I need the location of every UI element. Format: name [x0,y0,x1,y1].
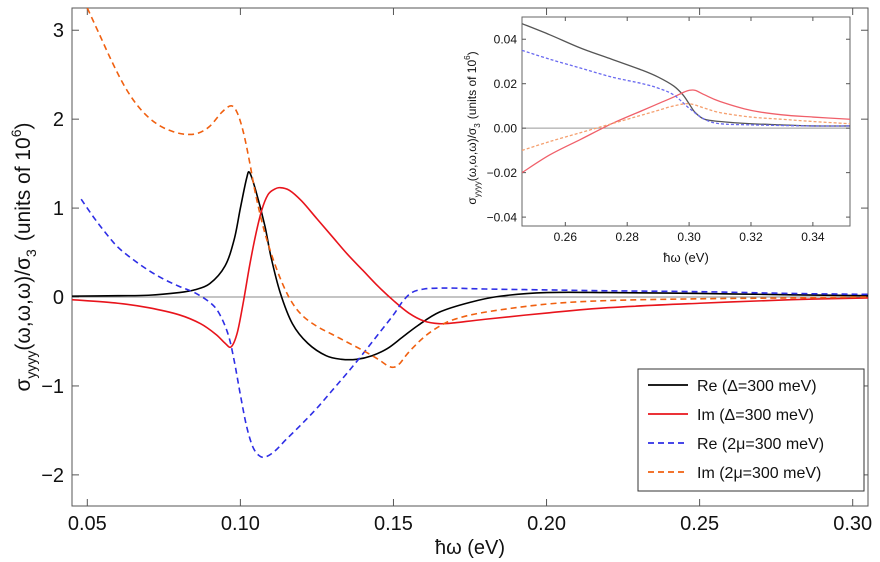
main-series-2 [80,198,868,459]
main-plot-frame [71,7,869,507]
inset-y-tick-label: 0.04 [494,32,518,46]
inset-y-tick-label: 0.02 [494,77,518,91]
main-x-tick-label: 0.15 [374,513,413,535]
legend: Re (Δ=300 meV) Im (Δ=300 meV) Re (2μ=300 m… [637,368,865,492]
inset-plot-frame [521,16,851,227]
main-y-axis-title: σyyyy(ω,ω,ω)/σ3(units of 106) [8,122,39,391]
main-x-tick-label: 0.25 [680,513,719,535]
main-y-tick-label: 0 [53,287,64,309]
main-plot: 0.05 0.10 0.15 0.20 0.25 0.30 −2 −1 0 1 2 3 ħω (eV)… [8,7,872,559]
inset-series [522,23,850,174]
main-ticks: 0.05 0.10 0.15 0.20 0.25 0.30 −2 −1 0 1 2 3 [41,8,872,535]
inset-x-tick-label: 0.34 [801,230,825,244]
main-x-tick-label: 0.05 [68,513,107,535]
main-series-3 [86,8,868,369]
legend-box [637,368,865,492]
inset-y-tick-label: 0.00 [494,121,518,135]
legend-label: Re (2μ=300 meV) [697,436,824,453]
inset-x-tick-label: 0.32 [739,230,763,244]
main-x-tick-label: 0.20 [527,513,566,535]
inset-plot: 0.26 0.28 0.30 0.32 0.34 −0.04 −0.02 0.00 0.02 0.… [463,16,851,265]
inset-x-tick-label: 0.30 [677,230,701,244]
inset-x-axis-title: ħω (eV) [663,250,709,265]
legend-label: Im (2μ=300 meV) [697,465,821,482]
inset-series-1 [522,89,850,174]
legend-label: Re (Δ=300 meV) [697,378,817,395]
inset-ticks: 0.26 0.28 0.30 0.32 0.34 −0.04 −0.02 0.00 0.02 0.… [487,17,850,244]
main-series-1 [72,186,868,349]
main-y-tick-label: −2 [41,465,64,487]
main-y-tick-label: 2 [53,109,64,131]
inset-y-tick-label: −0.02 [487,166,518,180]
main-y-tick-label: −1 [41,376,64,398]
main-x-tick-label: 0.10 [221,513,260,535]
inset-x-tick-label: 0.26 [554,230,578,244]
main-y-tick-label: 1 [53,198,64,220]
inset-y-axis-title: σyyyy(ω,ω,ω)/σ3(units of 106) [463,51,482,204]
inset-series-0 [522,23,850,127]
main-x-axis-title: ħω (eV) [435,537,505,559]
main-series-0 [72,171,868,361]
inset-background [522,17,850,226]
main-series [72,8,868,459]
inset-series-3 [522,103,850,152]
main-y-tick-label: 3 [53,20,64,42]
main-x-tick-label: 0.30 [833,513,872,535]
inset-x-tick-label: 0.28 [616,230,640,244]
legend-label: Im (Δ=300 meV) [697,407,814,424]
inset-y-tick-label: −0.04 [487,210,518,224]
legend-entries: Re (Δ=300 meV) Im (Δ=300 meV) Re (2μ=300 m… [648,378,824,482]
